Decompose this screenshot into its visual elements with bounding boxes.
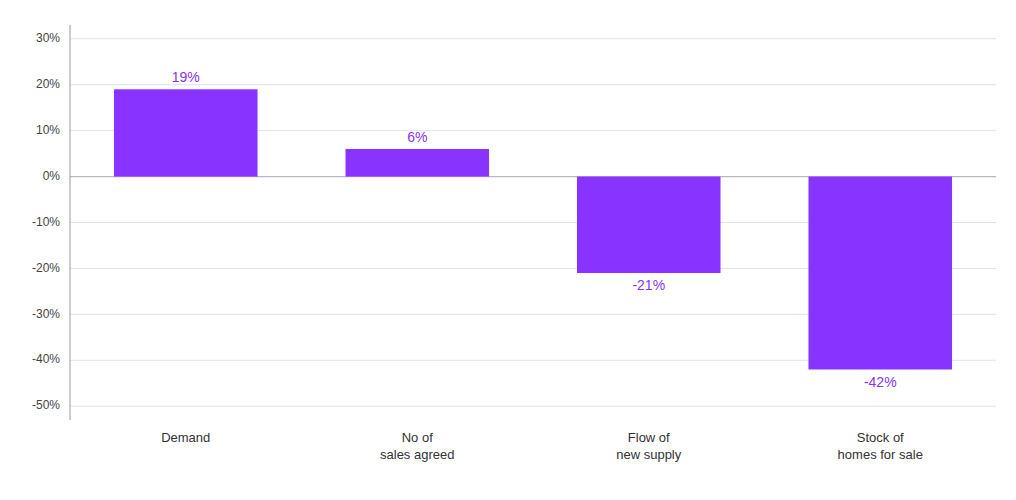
y-tick-label: 30%: [36, 31, 60, 45]
bar: [808, 177, 952, 370]
y-tick-label: 20%: [36, 77, 60, 91]
bar: [345, 149, 489, 177]
y-tick-label: -20%: [32, 261, 60, 275]
y-tick-label: -30%: [32, 307, 60, 321]
data-label: 6%: [407, 129, 427, 145]
chart: -50% -40% -30% -20% -10% 0% 10% 20% 30% 19% 6% -21%…: [0, 0, 1016, 500]
y-tick-label: 0%: [43, 169, 61, 183]
y-tick-label: -50%: [32, 398, 60, 412]
y-axis-line: [70, 25, 71, 420]
grid-line: [70, 84, 996, 85]
bars: [114, 89, 952, 369]
y-tick-label: 10%: [36, 123, 60, 137]
data-label: 19%: [172, 69, 200, 85]
y-tick-label: -10%: [32, 215, 60, 229]
x-tick-label: Demand: [161, 430, 210, 445]
data-label: -21%: [632, 277, 665, 293]
x-tick-label: Stock ofhomes for sale: [838, 430, 923, 462]
grid-line: [70, 406, 996, 407]
bar: [577, 177, 721, 273]
x-tick-label: No ofsales agreed: [380, 430, 454, 462]
bar: [114, 89, 258, 176]
grid: [70, 39, 996, 406]
grid-line: [70, 38, 996, 39]
x-tick-label: Flow ofnew supply: [616, 430, 682, 462]
data-label: -42%: [864, 374, 897, 390]
y-tick-label: -40%: [32, 352, 60, 366]
